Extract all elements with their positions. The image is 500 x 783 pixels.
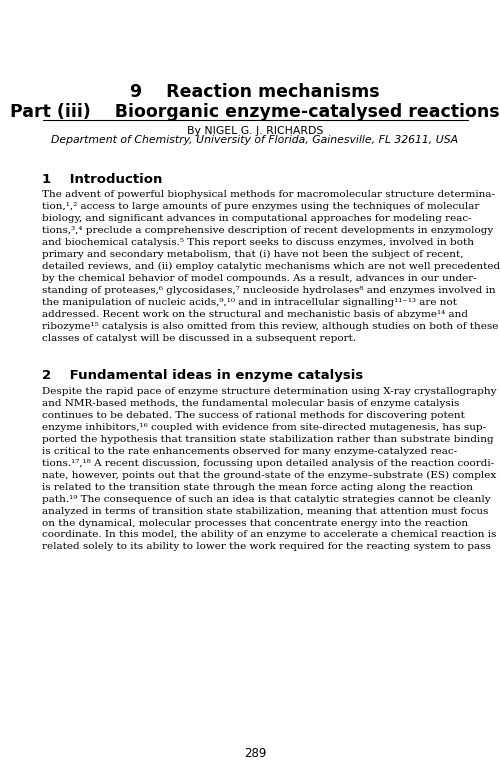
Text: by the chemical behavior of model compounds. As a result, advances in our under-: by the chemical behavior of model compou… bbox=[42, 274, 477, 283]
Text: ribozyme¹⁵ catalysis is also omitted from this review, although studies on both : ribozyme¹⁵ catalysis is also omitted fro… bbox=[42, 322, 499, 331]
Text: biology, and significant advances in computational approaches for modeling reac-: biology, and significant advances in com… bbox=[42, 215, 472, 223]
Text: 289: 289 bbox=[244, 746, 266, 760]
Text: addressed. Recent work on the structural and mechanistic basis of abzyme¹⁴ and: addressed. Recent work on the structural… bbox=[42, 310, 469, 319]
Text: is related to the transition state through the mean force acting along the react: is related to the transition state throu… bbox=[42, 482, 474, 492]
Text: the manipulation of nucleic acids,⁹,¹⁰ and in intracellular signalling¹¹⁻¹³ are : the manipulation of nucleic acids,⁹,¹⁰ a… bbox=[42, 298, 458, 307]
Text: nate, however, points out that the ground-state of the enzyme–substrate (ES) com: nate, however, points out that the groun… bbox=[42, 471, 497, 480]
Text: analyzed in terms of transition state stabilization, meaning that attention must: analyzed in terms of transition state st… bbox=[42, 507, 489, 515]
Text: classes of catalyst will be discussed in a subsequent report.: classes of catalyst will be discussed in… bbox=[42, 334, 356, 343]
Text: tions,³,⁴ preclude a comprehensive description of recent developments in enzymol: tions,³,⁴ preclude a comprehensive descr… bbox=[42, 226, 494, 235]
Text: 9    Reaction mechanisms: 9 Reaction mechanisms bbox=[130, 83, 380, 101]
Text: 2    Fundamental ideas in enzyme catalysis: 2 Fundamental ideas in enzyme catalysis bbox=[42, 370, 364, 383]
Text: primary and secondary metabolism, that (i) have not been the subject of recent,: primary and secondary metabolism, that (… bbox=[42, 251, 464, 259]
Text: detailed reviews, and (ii) employ catalytic mechanisms which are not well preced: detailed reviews, and (ii) employ cataly… bbox=[42, 262, 500, 271]
Text: standing of proteases,⁶ glycosidases,⁷ nucleoside hydrolases⁸ and enzymes involv: standing of proteases,⁶ glycosidases,⁷ n… bbox=[42, 286, 496, 295]
Text: Despite the rapid pace of enzyme structure determination using X-ray crystallogr: Despite the rapid pace of enzyme structu… bbox=[42, 387, 497, 395]
Text: on the dynamical, molecular processes that concentrate energy into the reaction: on the dynamical, molecular processes th… bbox=[42, 518, 469, 528]
Text: and biochemical catalysis.⁵ This report seeks to discuss enzymes, involved in bo: and biochemical catalysis.⁵ This report … bbox=[42, 238, 474, 247]
Text: ported the hypothesis that transition state stabilization rather than substrate : ported the hypothesis that transition st… bbox=[42, 435, 494, 444]
Text: continues to be debated. The success of rational methods for discovering potent: continues to be debated. The success of … bbox=[42, 410, 466, 420]
Text: The advent of powerful biophysical methods for macromolecular structure determin: The advent of powerful biophysical metho… bbox=[42, 190, 496, 199]
Text: tions.¹⁷,¹⁸ A recent discussion, focussing upon detailed analysis of the reactio: tions.¹⁷,¹⁸ A recent discussion, focussi… bbox=[42, 459, 494, 467]
Text: related solely to its ability to lower the work required for the reacting system: related solely to its ability to lower t… bbox=[42, 543, 492, 551]
Text: and NMR-based methods, the fundamental molecular basis of enzyme catalysis: and NMR-based methods, the fundamental m… bbox=[42, 399, 460, 408]
Text: enzyme inhibitors,¹⁶ coupled with evidence from site-directed mutagenesis, has s: enzyme inhibitors,¹⁶ coupled with eviden… bbox=[42, 423, 486, 431]
Text: Department of Chemistry, University of Florida, Gainesville, FL 32611, USA: Department of Chemistry, University of F… bbox=[52, 135, 458, 145]
Text: path.¹⁹ The consequence of such an idea is that catalytic strategies cannot be c: path.¹⁹ The consequence of such an idea … bbox=[42, 495, 491, 503]
Text: tion,¹,² access to large amounts of pure enzymes using the techniques of molecul: tion,¹,² access to large amounts of pure… bbox=[42, 202, 480, 211]
Text: By NIGEL G. J. RICHARDS: By NIGEL G. J. RICHARDS bbox=[187, 126, 323, 136]
Text: is critical to the rate enhancements observed for many enzyme-catalyzed reac-: is critical to the rate enhancements obs… bbox=[42, 446, 458, 456]
Text: Part (iii)    Bioorganic enzyme-catalysed reactions: Part (iii) Bioorganic enzyme-catalysed r… bbox=[10, 103, 500, 121]
Text: 1    Introduction: 1 Introduction bbox=[42, 173, 163, 186]
Text: coordinate. In this model, the ability of an enzyme to accelerate a chemical rea: coordinate. In this model, the ability o… bbox=[42, 531, 497, 539]
